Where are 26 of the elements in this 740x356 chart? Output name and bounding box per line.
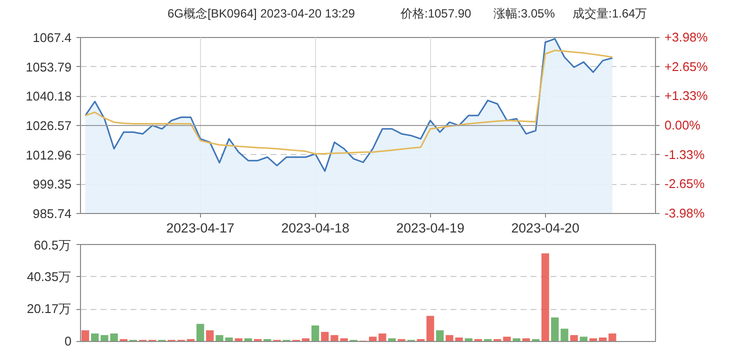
y2-tick-label: +2.65% <box>664 60 708 74</box>
y-tick-label: 0 <box>64 334 72 348</box>
y-tick-label: 60.5万 <box>34 238 72 252</box>
y-tick-label: 1026.57 <box>26 119 72 133</box>
y-tick-label: 1067.4 <box>32 31 72 45</box>
x-tick-label: 2023-04-17 <box>166 220 234 236</box>
y-tick-label: 1012.96 <box>26 148 72 162</box>
x-tick-label: 2023-04-20 <box>511 220 580 236</box>
y2-tick-label: -2.65% <box>664 177 705 192</box>
y2-tick-label: -1.33% <box>664 148 705 162</box>
y2-tick-label: 0.00% <box>664 118 700 132</box>
y2-tick-label: +3.98% <box>664 30 708 44</box>
y-tick-label: 1040.18 <box>26 90 72 104</box>
y-tick-label: 20.17万 <box>26 302 72 316</box>
text: 涨幅:3.05% <box>494 6 556 20</box>
chart-title: 6G概念[BK0964] 2023-04-20 13:29 <box>168 6 356 20</box>
y-tick-label: 1053.79 <box>26 60 72 74</box>
text: 价格:1057.90 <box>400 6 472 20</box>
text: 成交量:1.64万 <box>572 6 648 20</box>
y-tick-label: 40.35万 <box>26 270 72 284</box>
y2-tick-label: -3.98% <box>664 206 705 220</box>
x-tick-label: 2023-04-19 <box>396 220 464 236</box>
y2-tick-label: +1.33% <box>664 89 708 104</box>
y-tick-label: 985.74 <box>32 207 72 221</box>
y-tick-label: 999.35 <box>32 178 72 192</box>
x-tick-label: 2023-04-18 <box>281 220 350 236</box>
